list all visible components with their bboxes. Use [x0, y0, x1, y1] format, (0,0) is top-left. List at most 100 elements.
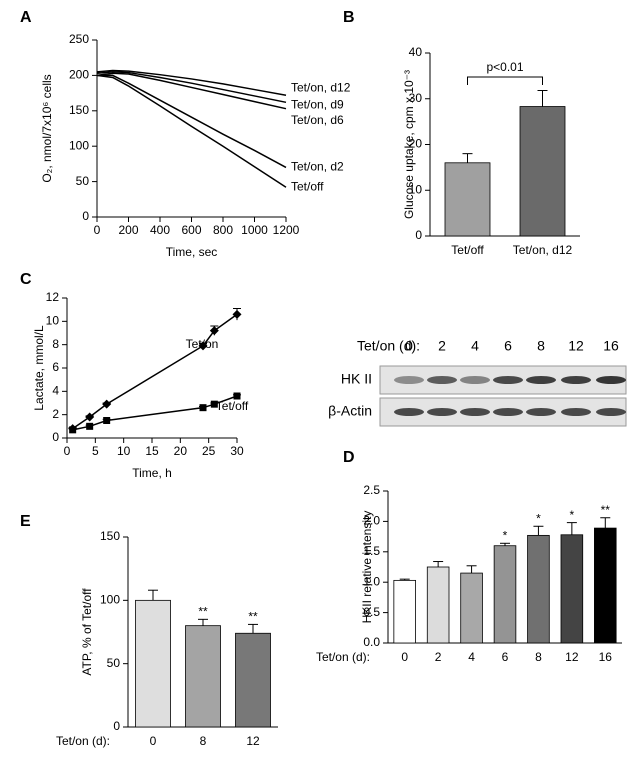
y-tick-label: 0 [82, 209, 89, 223]
x-tick-label: Tet/on, d12 [513, 243, 573, 257]
series-line [96, 71, 287, 104]
marker [209, 326, 219, 336]
bar [560, 534, 584, 644]
x-tick-label: 25 [202, 444, 216, 458]
y-tick-label: 10 [409, 182, 423, 196]
x-tick-label: 2 [435, 650, 442, 664]
x-tick-label: 12 [246, 734, 260, 748]
blot-lane: 16 [603, 338, 619, 354]
blot-lane: 4 [471, 338, 479, 354]
bar [393, 579, 416, 644]
marker [198, 341, 208, 351]
y-tick-label: 4 [52, 384, 59, 398]
blot-band [493, 376, 523, 384]
x-tick-label: 1000 [241, 223, 268, 237]
y-tick-label: 50 [107, 656, 121, 670]
y-tick-label: 40 [409, 45, 423, 59]
x-axis-label: Time, sec [166, 245, 218, 259]
y-tick-label: 100 [100, 593, 120, 607]
y-tick-label: 2 [52, 407, 59, 421]
y-axis-label: O₂, nmol/7x10⁶ cells [40, 74, 54, 182]
x-axis-label: Time, h [132, 466, 172, 480]
bar [527, 534, 550, 644]
x-tick-label: 8 [200, 734, 207, 748]
bar [460, 572, 483, 644]
y-tick-label: 6 [52, 360, 59, 374]
x-tick-label: 8 [535, 650, 542, 664]
y-tick-label: 20 [409, 137, 423, 151]
bar [135, 599, 171, 728]
series-label: Tet/on, d9 [291, 97, 344, 111]
series-label: Tet/off [291, 179, 324, 193]
y-tick-label: 10 [46, 314, 60, 328]
marker [210, 400, 218, 408]
x-tick-label: 0 [150, 734, 157, 748]
x-tick-label: 16 [599, 650, 613, 664]
x-axis-label: Tet/on (d): [316, 650, 370, 664]
blot-row-label: HK II [341, 371, 372, 387]
marker [86, 422, 94, 430]
blot-band [460, 408, 490, 416]
y-tick-label: 1.0 [363, 574, 380, 588]
blot-row-label: β-Actin [328, 403, 372, 419]
blot-band [394, 408, 424, 416]
blot-band [427, 376, 457, 384]
x-tick-label: 0 [64, 444, 71, 458]
y-tick-label: 150 [69, 103, 89, 117]
y-tick-label: 1.5 [363, 544, 380, 558]
series-label: Tet/on, d12 [291, 80, 351, 94]
x-tick-label: 600 [181, 223, 201, 237]
series-line [72, 313, 238, 430]
x-tick-label: Tet/off [451, 243, 484, 257]
marker [233, 392, 241, 400]
blot-band [427, 408, 457, 416]
x-tick-label: 0 [94, 223, 101, 237]
x-tick-label: 12 [565, 650, 579, 664]
x-axis-label: Tet/on (d): [56, 734, 110, 748]
series-line [97, 74, 287, 169]
y-tick-label: 0 [415, 228, 422, 242]
y-tick-label: 100 [69, 138, 89, 152]
annotation: p<0.01 [486, 60, 523, 74]
y-axis-label: ATP, % of Tet/off [80, 588, 94, 676]
blot-band [596, 408, 626, 416]
bar [493, 545, 517, 644]
blot-band [526, 376, 556, 384]
panel-letter: E [20, 513, 31, 530]
blot-band [526, 408, 556, 416]
x-tick-label: 30 [230, 444, 244, 458]
bar [444, 162, 491, 237]
marker [199, 404, 207, 412]
blot-lane-label: Tet/on (d): [357, 338, 420, 354]
y-tick-label: 250 [69, 32, 89, 46]
x-tick-label: 400 [150, 223, 170, 237]
y-tick-label: 0 [113, 719, 120, 733]
y-tick-label: 12 [46, 290, 60, 304]
marker [69, 426, 77, 434]
x-tick-label: 10 [117, 444, 131, 458]
blot-band [394, 376, 424, 384]
blot-lane: 8 [537, 338, 545, 354]
x-tick-label: 200 [118, 223, 138, 237]
bar [426, 566, 450, 644]
y-tick-label: 30 [409, 91, 423, 105]
x-tick-label: 4 [468, 650, 475, 664]
y-tick-label: 50 [76, 174, 90, 188]
panel-letter: B [343, 9, 355, 26]
bar [519, 106, 566, 237]
blot-lane: 0 [405, 338, 413, 354]
x-tick-label: 5 [92, 444, 99, 458]
marker [232, 309, 242, 319]
y-tick-label: 200 [69, 68, 89, 82]
y-tick-label: 0.5 [363, 605, 380, 619]
significance: * [570, 508, 575, 522]
y-tick-label: 2.5 [363, 483, 380, 497]
significance: ** [601, 503, 611, 517]
x-tick-label: 6 [502, 650, 509, 664]
y-axis-label: Lactate, mmol/L [32, 325, 46, 411]
bar [594, 527, 617, 644]
bracket [467, 76, 543, 85]
significance: ** [198, 605, 208, 619]
marker [102, 399, 112, 409]
